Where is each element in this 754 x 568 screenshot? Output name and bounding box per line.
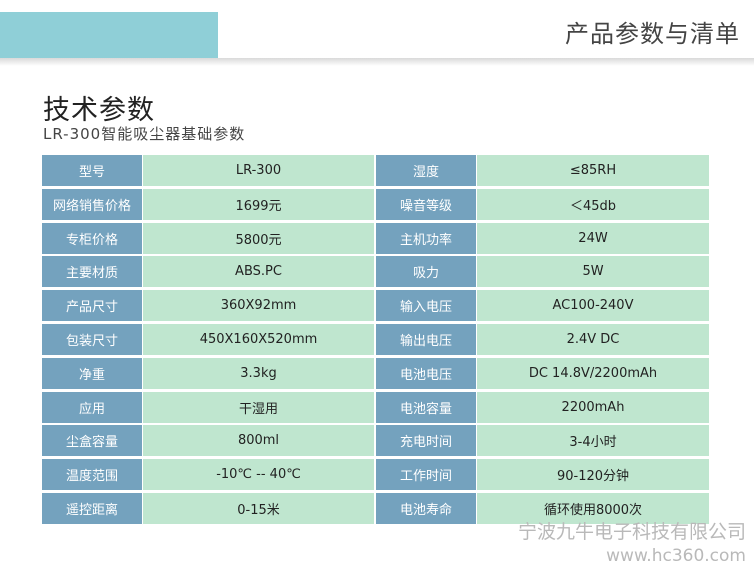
spec-value: 800ml	[143, 425, 374, 457]
table-row: 电池电压 DC 14.8V/2200mAh	[376, 357, 709, 389]
spec-label: 噪音等级	[376, 188, 477, 220]
table-row: 输出电压 2.4V DC	[376, 323, 709, 355]
table-row: 主要材质 ABS.PC	[42, 256, 374, 288]
spec-value: 干湿用	[143, 391, 374, 423]
spec-label: 尘盒容量	[42, 425, 143, 457]
watermark: 宁波九牛电子科技有限公司 www.hc360.com	[518, 520, 746, 568]
spec-value: 90-120分钟	[477, 459, 709, 491]
spec-label: 净重	[42, 357, 143, 389]
table-row: 型号 LR-300	[42, 155, 374, 186]
spec-label: 专柜价格	[42, 222, 143, 254]
table-row: 电池容量 2200mAh	[376, 391, 709, 423]
spec-label: 主要材质	[42, 256, 143, 288]
spec-label: 温度范围	[42, 459, 143, 491]
table-row: 遥控距离 0-15米	[42, 492, 374, 524]
spec-value: 5W	[477, 256, 709, 288]
table-row: 专柜价格 5800元	[42, 222, 374, 254]
table-row: 输入电压 AC100-240V	[376, 290, 709, 322]
spec-value: 0-15米	[143, 492, 374, 524]
spec-value: DC 14.8V/2200mAh	[477, 357, 709, 389]
table-row: 湿度 ≤85RH	[376, 155, 709, 186]
spec-label: 湿度	[376, 155, 477, 186]
table-row: 尘盒容量 800ml	[42, 425, 374, 457]
table-row: 网络销售价格 1699元	[42, 188, 374, 220]
spec-label: 网络销售价格	[42, 188, 143, 220]
banner-shadow	[0, 58, 754, 66]
spec-value: 450X160X520mm	[143, 323, 374, 355]
spec-value: 2200mAh	[477, 391, 709, 423]
banner-title: 产品参数与清单	[565, 20, 740, 48]
spec-value: 1699元	[143, 188, 374, 220]
table-row: 净重 3.3kg	[42, 357, 374, 389]
spec-value: AC100-240V	[477, 290, 709, 322]
spec-label: 主机功率	[376, 222, 477, 254]
table-row: 主机功率 24W	[376, 222, 709, 254]
spec-label: 输入电压	[376, 290, 477, 322]
spec-label: 电池电压	[376, 357, 477, 389]
page-title: 技术参数	[43, 95, 155, 126]
watermark-company: 宁波九牛电子科技有限公司	[517, 521, 746, 543]
watermark-url: www.hc360.com	[606, 546, 746, 566]
spec-label: 输出电压	[376, 323, 477, 355]
page-subtitle: LR-300智能吸尘器基础参数	[43, 125, 246, 143]
spec-label: 电池寿命	[376, 492, 477, 524]
spec-label: 电池容量	[376, 391, 477, 423]
spec-value: 3.3kg	[143, 357, 374, 389]
spec-value: 360X92mm	[143, 290, 374, 322]
spec-label: 遥控距离	[42, 492, 143, 524]
spec-value: 2.4V DC	[477, 323, 709, 355]
spec-value: ≤85RH	[477, 155, 709, 186]
spec-value: LR-300	[143, 155, 374, 186]
header-banner: 产品参数与清单	[0, 0, 754, 66]
spec-table-left: 型号 LR-300 网络销售价格 1699元 专柜价格 5800元 主要材质 ABS.PC 产品…	[42, 155, 374, 527]
table-row: 包装尺寸 450X160X520mm	[42, 323, 374, 355]
banner-accent-band	[0, 12, 218, 60]
spec-label: 充电时间	[376, 425, 477, 457]
table-row: 噪音等级 ＜45db	[376, 188, 709, 220]
spec-label: 工作时间	[376, 459, 477, 491]
table-row: 温度范围 -10℃ -- 40℃	[42, 459, 374, 491]
spec-label: 产品尺寸	[42, 290, 143, 322]
spec-table-right: 湿度 ≤85RH 噪音等级 ＜45db 主机功率 24W 吸力 5W 输入电压 AC100-240…	[376, 155, 709, 527]
spec-value: 24W	[477, 222, 709, 254]
spec-value: 5800元	[143, 222, 374, 254]
spec-label: 吸力	[376, 256, 477, 288]
spec-label: 应用	[42, 391, 143, 423]
spec-label: 包装尺寸	[42, 323, 143, 355]
table-row: 产品尺寸 360X92mm	[42, 290, 374, 322]
table-row: 充电时间 3-4小时	[376, 425, 709, 457]
spec-label: 型号	[42, 155, 143, 186]
table-row: 电池寿命 循环使用8000次	[376, 492, 709, 524]
spec-value: ABS.PC	[143, 256, 374, 288]
table-row: 工作时间 90-120分钟	[376, 459, 709, 491]
spec-value: -10℃ -- 40℃	[143, 459, 374, 491]
table-row: 应用 干湿用	[42, 391, 374, 423]
spec-value: 循环使用8000次	[477, 492, 709, 524]
spec-value: ＜45db	[477, 188, 709, 220]
spec-value: 3-4小时	[477, 425, 709, 457]
table-row: 吸力 5W	[376, 256, 709, 288]
